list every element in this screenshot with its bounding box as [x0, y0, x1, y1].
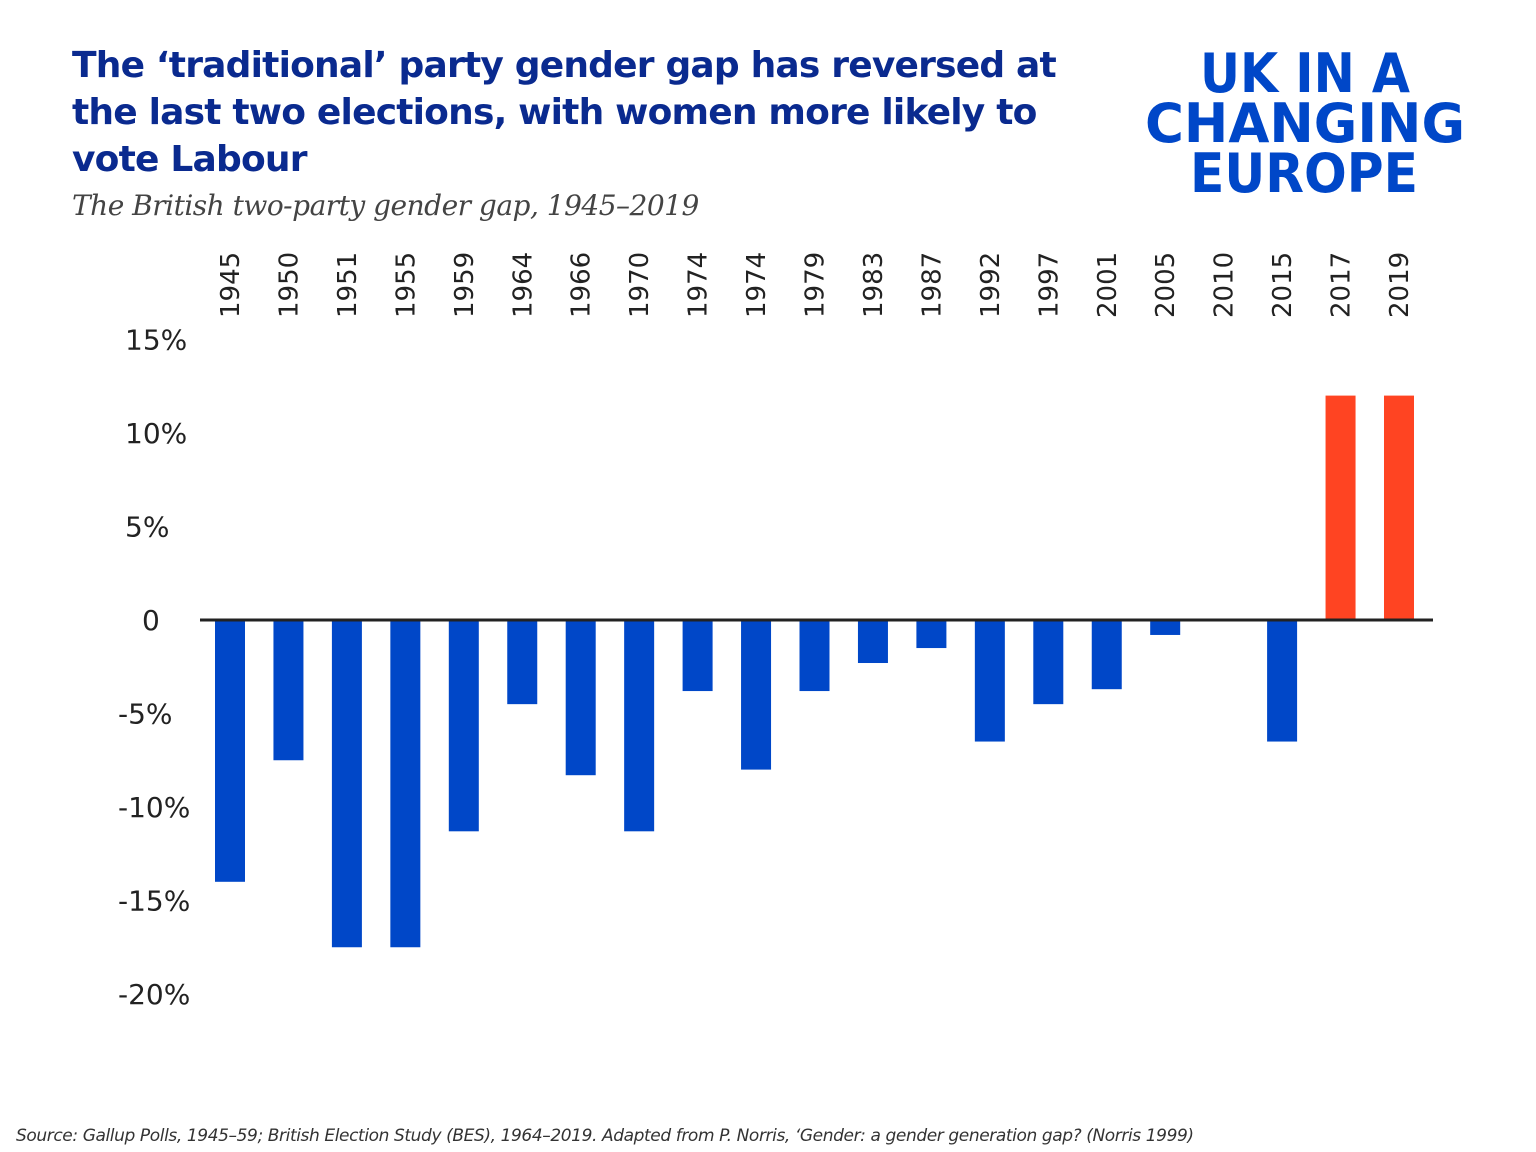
bar-1974 [682, 620, 713, 692]
x-tick-label: 2019 [1385, 252, 1415, 318]
x-tick-label: 1974 [684, 252, 714, 318]
bar-1945 [215, 620, 245, 882]
y-tick-label: 0 [142, 604, 160, 637]
bar-1983 [857, 620, 888, 664]
chart-subtitle: The British two-party gender gap, 1945–2… [72, 189, 699, 222]
x-tick-label: 1945 [216, 252, 246, 318]
source-note: Source: Gallup Polls, 1945–59; British E… [16, 1126, 1194, 1146]
x-tick-label: 1964 [508, 252, 538, 318]
bar-2017 [1325, 395, 1356, 620]
bar-1997 [1033, 620, 1064, 705]
x-tick-label: 1955 [391, 252, 421, 318]
y-tick-label: 15% [125, 324, 187, 357]
y-tick-label: -15% [118, 885, 190, 918]
x-tick-label: 1992 [976, 252, 1006, 318]
logo: UK IN A CHANGING EUROPE [1140, 42, 1470, 205]
y-tick-label: 5% [125, 511, 169, 544]
x-tick-label: 1987 [917, 252, 947, 318]
x-tick-label: 2001 [1093, 252, 1123, 318]
y-tick-label: -20% [118, 978, 190, 1011]
x-tick-label: 1974 [742, 252, 772, 318]
chart-title: The ‘traditional’ party gender gap has r… [72, 45, 1057, 180]
bar-1955 [390, 620, 421, 948]
x-tick-label: 2015 [1268, 252, 1298, 318]
bar-1979 [799, 620, 830, 692]
bar-1964 [507, 620, 538, 705]
y-tick-label: 10% [125, 417, 187, 450]
logo-line-2: CHANGING [1145, 92, 1465, 155]
x-tick-label: 1950 [274, 252, 304, 318]
x-tick-label: 1983 [859, 252, 889, 318]
x-tick-label: 2017 [1327, 252, 1357, 318]
chart-header: The ‘traditional’ party gender gap has r… [72, 42, 1122, 223]
bar-2015 [1267, 620, 1298, 742]
bar-1966 [565, 620, 596, 776]
y-tick-label: -5% [118, 698, 173, 731]
bar-1992 [974, 620, 1005, 742]
bar-1974 [741, 620, 772, 770]
x-tick-label: 1966 [567, 252, 597, 318]
logo-line-3: EUROPE [1190, 142, 1418, 197]
x-tick-label: 1997 [1034, 252, 1064, 318]
bar-1959 [448, 620, 479, 832]
logo-line-1: UK IN A [1200, 42, 1410, 105]
bar-2001 [1091, 620, 1122, 690]
x-tick-label: 2010 [1210, 252, 1240, 318]
x-tick-label: 1959 [450, 252, 480, 318]
bar-1950 [273, 620, 304, 761]
x-tick-label: 1970 [625, 252, 655, 318]
x-tick-label: 1951 [333, 252, 363, 318]
bar-1970 [624, 620, 655, 832]
bar-1951 [331, 620, 362, 948]
x-tick-label: 1979 [801, 252, 831, 318]
bar-2019 [1384, 395, 1414, 620]
y-tick-label: -10% [118, 791, 190, 824]
x-tick-label: 2005 [1151, 252, 1181, 318]
bar-1987 [916, 620, 947, 649]
bar-2005 [1150, 620, 1181, 635]
